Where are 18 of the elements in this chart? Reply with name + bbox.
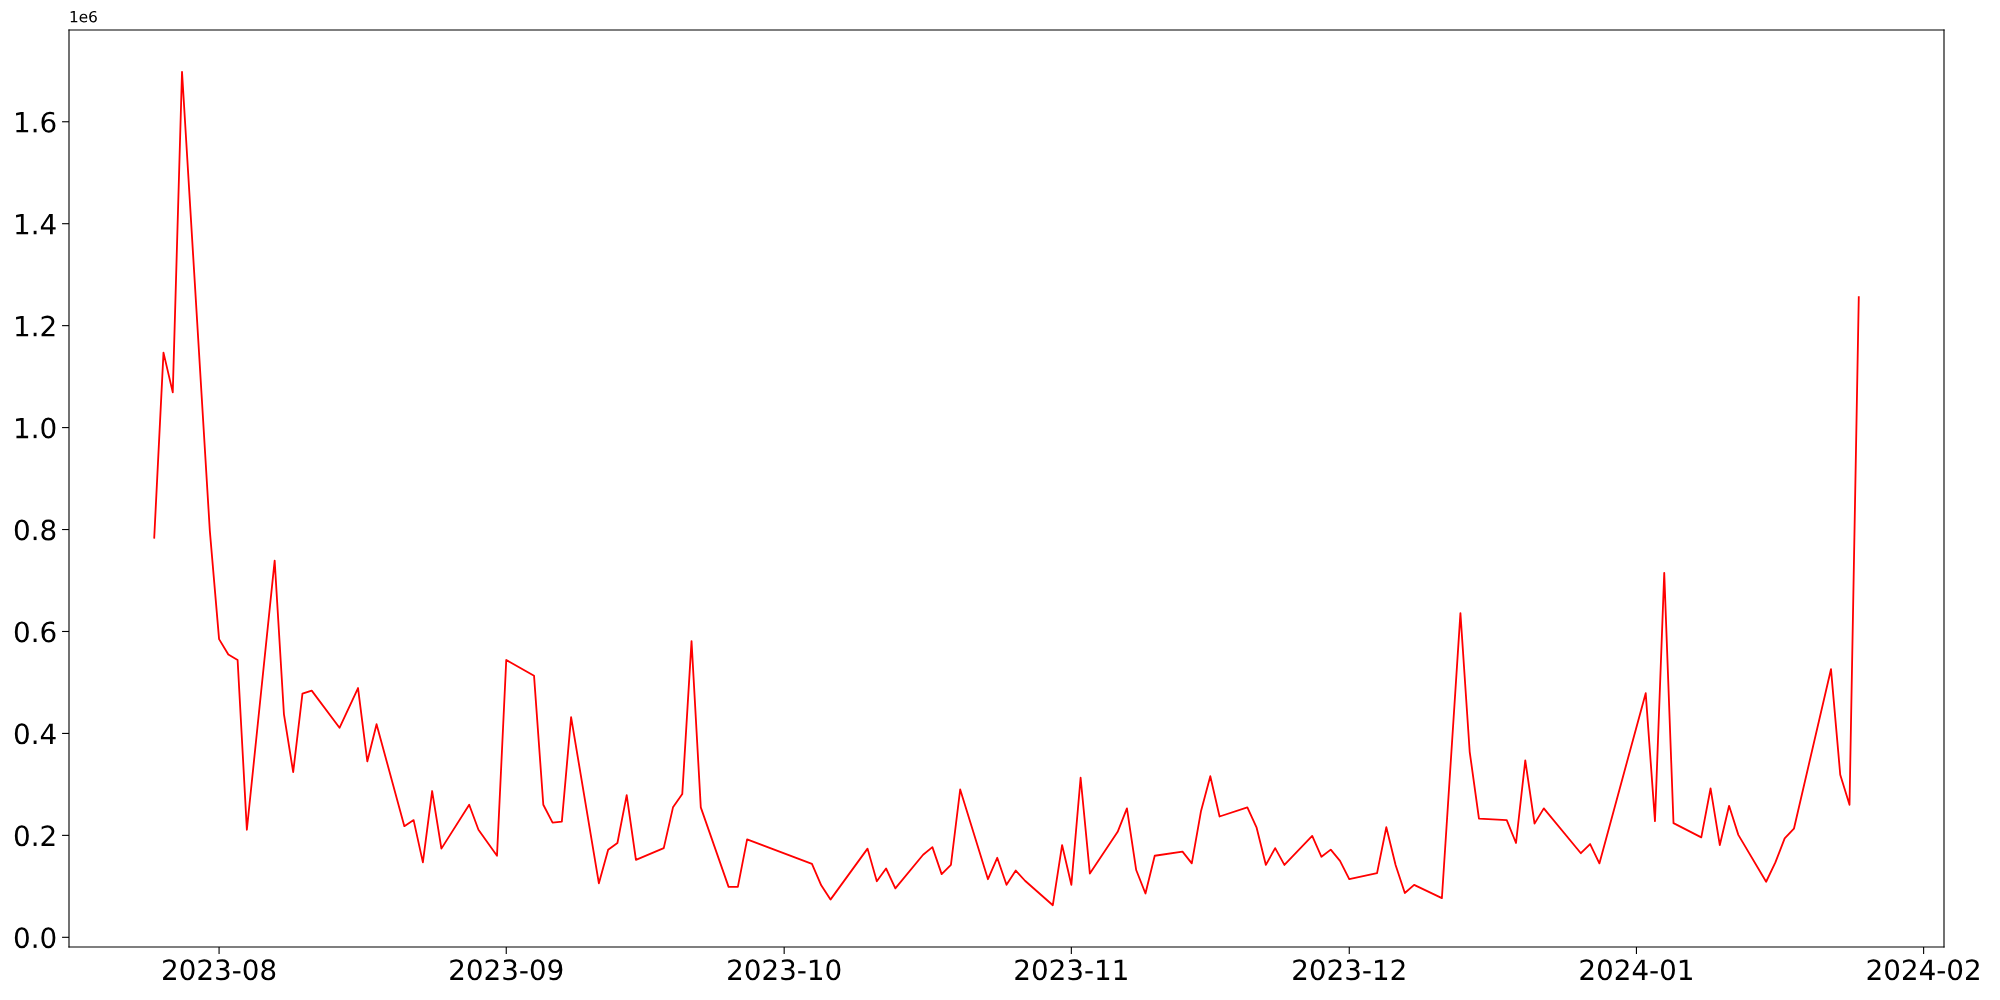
x-tick-label: 2023-10 bbox=[728, 959, 841, 981]
x-tick-label: 2024-02 bbox=[1867, 959, 1979, 981]
y-tick-label: 1.2 bbox=[16, 315, 55, 337]
y-tick-label: 0.6 bbox=[14, 621, 56, 643]
line-series bbox=[153, 70, 1860, 907]
y-tick-label: 1.0 bbox=[16, 417, 56, 439]
x-tick-label: 2023-12 bbox=[1293, 959, 1405, 981]
y-tick-label: 1.6 bbox=[16, 111, 56, 133]
y-tick-label: 0.4 bbox=[14, 723, 56, 745]
x-tick-label: 2024-01 bbox=[1580, 959, 1692, 981]
x-tick-label: 2023-08 bbox=[163, 959, 276, 981]
y-tick-label: 0.2 bbox=[14, 825, 55, 847]
y-tick-label: 0.0 bbox=[14, 927, 56, 949]
x-tick-label: 2023-11 bbox=[1015, 959, 1127, 981]
y-tick-label: 0.8 bbox=[14, 519, 56, 541]
x-tick-label: 2023-09 bbox=[450, 959, 563, 981]
text: 1e6 bbox=[70, 10, 97, 23]
y-tick-label: 1.4 bbox=[16, 214, 56, 235]
